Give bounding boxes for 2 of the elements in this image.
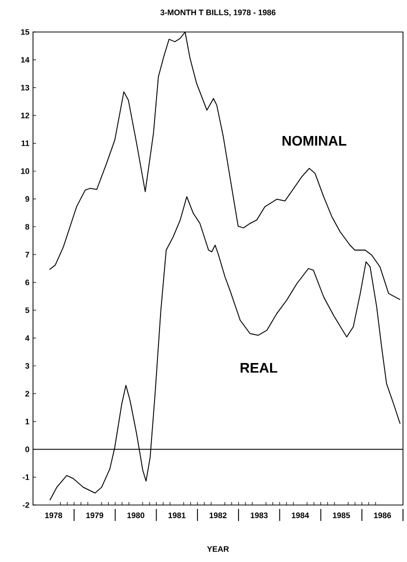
text: REAL [240,363,278,373]
text: NOMINAL [282,136,346,146]
